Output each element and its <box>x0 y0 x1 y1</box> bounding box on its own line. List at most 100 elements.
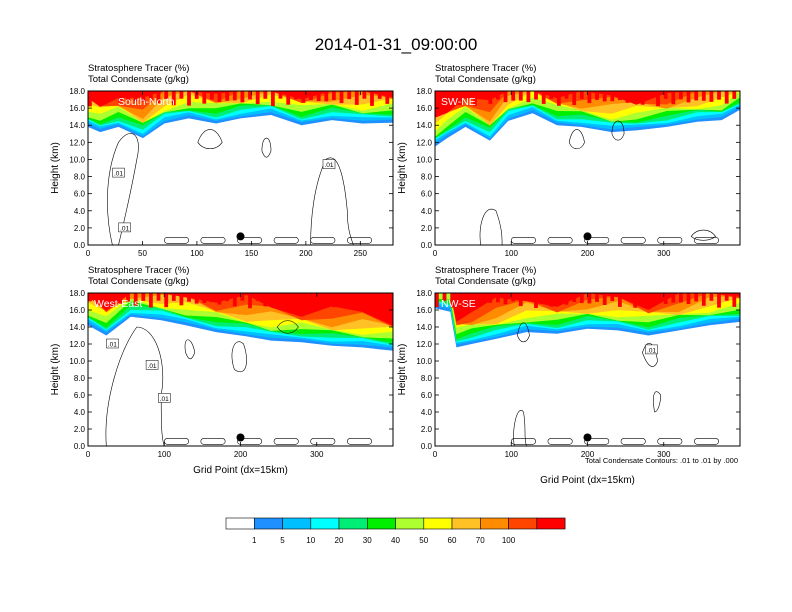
y-tick-label: 10.0 <box>69 357 85 366</box>
colorbar: 1 5 10 20 30 40 50 60 70 100 <box>225 517 566 545</box>
tracer-spike <box>511 293 516 302</box>
colorbar-label: 10 <box>306 536 315 545</box>
contour-line <box>237 237 263 244</box>
tracer-spike <box>202 293 207 303</box>
contour-line <box>479 208 503 245</box>
region-label: SW-NE <box>441 96 476 108</box>
tracer-band-10 <box>435 91 740 116</box>
tracer-spike <box>332 91 336 100</box>
tracer-spike <box>557 293 561 302</box>
contour-line <box>690 229 717 241</box>
tracer-spike <box>156 91 161 104</box>
tracer-spike <box>648 293 653 306</box>
tracer-spike <box>332 293 336 308</box>
tracer-spike <box>232 91 237 101</box>
colorbar-cell <box>451 517 481 530</box>
tracer-spike <box>473 91 477 106</box>
contour-line <box>620 438 646 445</box>
tracer-spike <box>732 293 737 307</box>
tracer-spike <box>263 91 268 99</box>
tracer-spike <box>339 91 344 104</box>
colorbar-label: 100 <box>502 536 516 545</box>
tracer-spike <box>377 91 382 99</box>
y-tick-label: 6.0 <box>74 391 86 400</box>
tracer-band-11 <box>88 91 393 107</box>
x-tick-label: 50 <box>138 249 147 258</box>
tracer-spike <box>435 91 439 100</box>
tracer-spike <box>118 91 123 103</box>
tracer-spike <box>618 293 622 307</box>
contour-line <box>346 438 372 445</box>
contour-line <box>200 237 226 244</box>
tracer-spike <box>248 293 252 309</box>
tracer-spike <box>465 293 470 306</box>
tracer-spike <box>187 293 191 302</box>
tracer-spike <box>240 91 245 103</box>
contour-line <box>346 237 372 244</box>
tracer-spike <box>526 293 531 301</box>
tracer-spike <box>255 293 260 301</box>
figure-title: 2014-01-31_09:00:00 <box>315 35 478 54</box>
tracer-spike <box>293 91 298 100</box>
tracer-spike <box>354 91 359 105</box>
y-tick-label: 6.0 <box>421 190 433 199</box>
y-tick-label: 10.0 <box>416 155 432 164</box>
y-tick-label: 2.0 <box>421 224 433 233</box>
tracer-spike <box>370 293 374 302</box>
tracer-spike <box>179 293 184 306</box>
tracer-spike <box>496 91 500 100</box>
x-tick-label: 200 <box>299 249 313 258</box>
colorbar-label: 70 <box>476 536 485 545</box>
tracer-spike <box>95 293 100 305</box>
tracer-band-11 <box>435 293 740 322</box>
x-tick-label: 100 <box>158 450 172 459</box>
colorbar-cell <box>508 517 538 530</box>
contour-line <box>310 237 336 244</box>
y-tick-label: 6.0 <box>421 391 433 400</box>
tracer-spike <box>610 91 615 102</box>
x-tick-label: 300 <box>657 249 671 258</box>
x-tick-label: 0 <box>86 249 91 258</box>
contour-line <box>107 133 139 245</box>
tracer-spike <box>385 293 390 303</box>
y-tick-label: 4.0 <box>421 408 433 417</box>
y-tick-label: 0.0 <box>74 442 86 451</box>
y-tick-label: 0.0 <box>421 442 433 451</box>
contour-label-box <box>322 159 336 169</box>
tracer-spike <box>724 293 729 301</box>
tracer-spike <box>187 91 191 106</box>
contour-line <box>273 438 299 445</box>
tracer-spike <box>110 293 115 303</box>
x-tick-label: 0 <box>86 450 91 459</box>
region-label: NW-SE <box>441 298 476 310</box>
tracer-spike <box>686 91 691 103</box>
x-tick-label: 100 <box>505 249 519 258</box>
tracer-spike <box>301 293 306 304</box>
tracer-spike <box>610 293 615 301</box>
tracer-spike <box>496 293 500 303</box>
tracer-spike <box>217 91 222 102</box>
tracer-spike <box>133 91 138 101</box>
plot-frame <box>87 90 394 246</box>
y-tick-label: 2.0 <box>74 224 86 233</box>
tracer-spike <box>579 91 584 100</box>
contour-label: .01 <box>324 162 333 169</box>
y-tick-label: 6.0 <box>74 190 86 199</box>
tracer-spike <box>457 91 462 105</box>
tracer-spike <box>385 91 390 104</box>
tracer-spike <box>442 91 447 104</box>
x-tick-label: 100 <box>505 450 519 459</box>
tracer-spike <box>202 91 207 104</box>
contour-line <box>261 137 272 158</box>
tracer-spike <box>625 91 630 103</box>
contour-line <box>642 342 658 367</box>
tracer-spike <box>293 293 298 303</box>
tracer-spike <box>103 91 108 105</box>
tracer-spike <box>179 91 184 99</box>
y-tick-label: 18.0 <box>416 87 432 96</box>
region-label: West-East <box>94 298 142 310</box>
x-tick-label: 200 <box>581 450 595 459</box>
colorbar-cell <box>366 517 396 530</box>
tracer-spike <box>618 91 622 101</box>
contour-line <box>657 438 683 445</box>
